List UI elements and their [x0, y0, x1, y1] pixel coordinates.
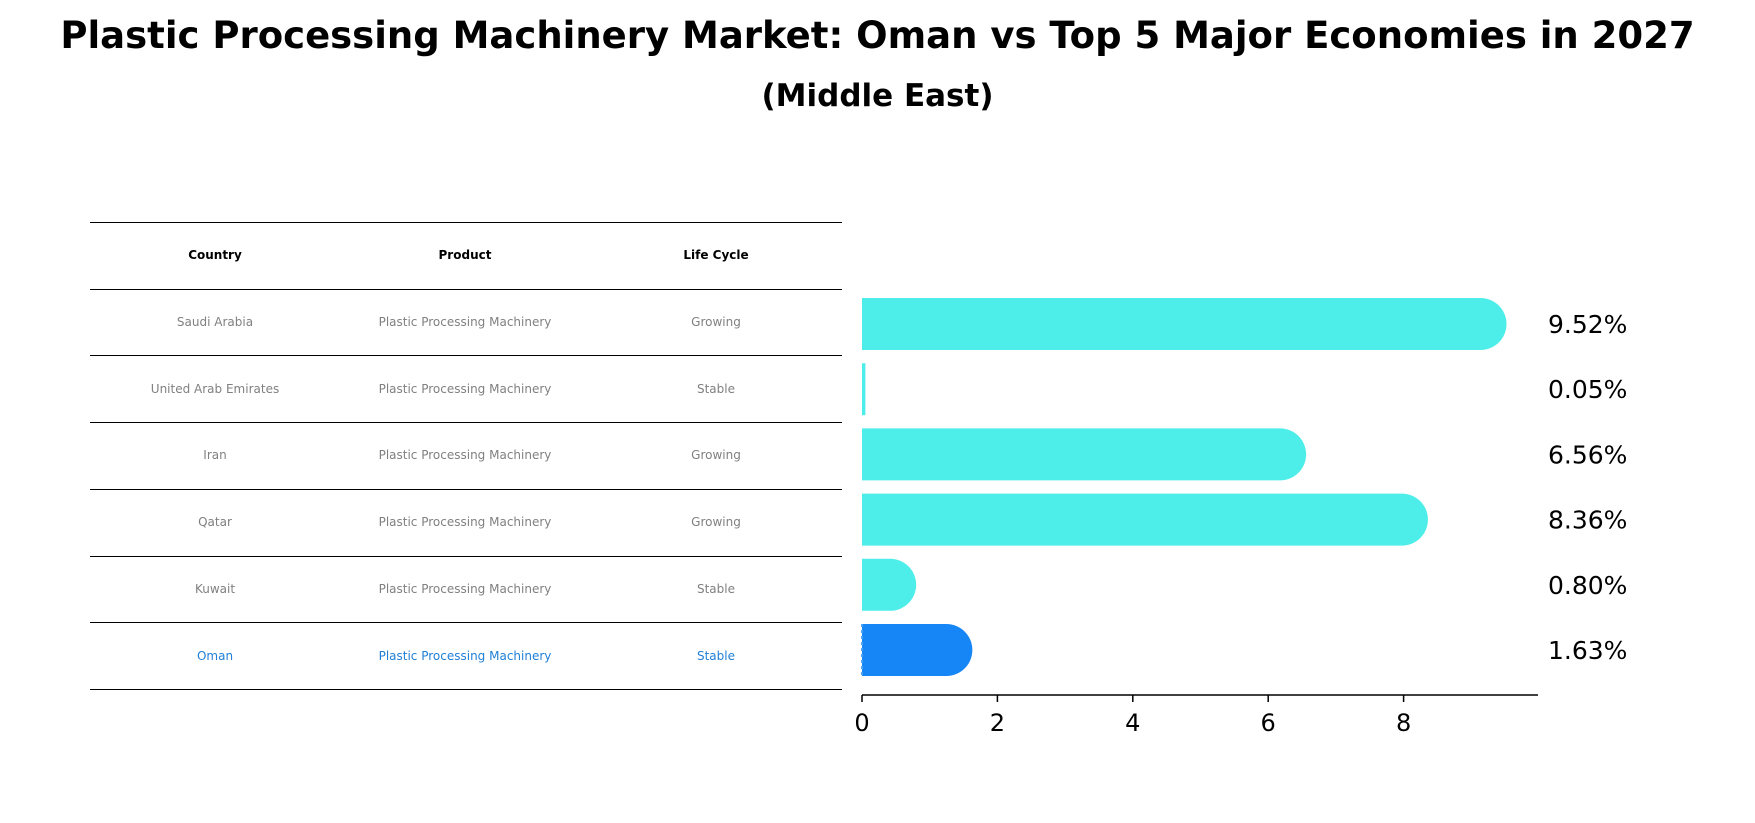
- table-cell-life-cycle: Stable: [696, 648, 735, 663]
- table-cell-life-cycle: Stable: [696, 581, 735, 596]
- x-tick-label: 2: [990, 709, 1005, 737]
- value-label: 8.36%: [1548, 506, 1627, 535]
- bar-kuwait: [862, 558, 917, 611]
- value-label: 9.52%: [1548, 310, 1627, 339]
- table-cell-country: Kuwait: [194, 581, 236, 596]
- table-cell-product: Plastic Processing Machinery: [378, 581, 552, 596]
- bar-iran: [862, 428, 1307, 481]
- bar-qatar: [861, 493, 1428, 546]
- bar-saudi-arabia: [862, 298, 1507, 350]
- table-cell-life-cycle: Stable: [696, 381, 735, 396]
- table-divider: [90, 222, 842, 223]
- table-divider: [90, 688, 842, 690]
- table-cell-life-cycle: Growing: [691, 448, 741, 463]
- value-label: 0.05%: [1548, 375, 1627, 404]
- x-tick-label: 8: [1396, 709, 1411, 737]
- table-cell-product: Plastic Processing Machinery: [378, 448, 552, 463]
- bar-oman: [862, 624, 973, 676]
- table-divider: [90, 555, 842, 557]
- chart-subtitle: (Middle East): [761, 78, 994, 114]
- table-cell-life-cycle: Growing: [691, 515, 741, 530]
- header-country: Country: [188, 248, 242, 263]
- x-tick-label: 4: [1125, 709, 1140, 737]
- table-divider: [90, 355, 842, 357]
- bar-united-arab-emirates: [862, 363, 866, 416]
- table-cell-country: Qatar: [198, 515, 232, 530]
- x-tick-label: 0: [854, 709, 869, 737]
- header-product: Product: [438, 248, 492, 263]
- x-tick-label: 6: [1261, 709, 1276, 737]
- chart-title: Plastic Processing Machinery Market: Oma…: [60, 14, 1695, 57]
- table-cell-country: Oman: [196, 648, 234, 663]
- table-divider: [90, 422, 842, 424]
- value-label: 6.56%: [1548, 440, 1627, 469]
- table-cell-country: Saudi Arabia: [176, 315, 254, 330]
- table-divider: [90, 288, 842, 290]
- table-cell-product: Plastic Processing Machinery: [378, 515, 552, 530]
- table-divider: [90, 622, 842, 624]
- header-life-cycle: Life Cycle: [683, 248, 749, 263]
- value-label: 1.63%: [1548, 636, 1627, 665]
- table-cell-life-cycle: Growing: [691, 315, 741, 330]
- value-label: 0.80%: [1548, 571, 1627, 600]
- table-cell-product: Plastic Processing Machinery: [378, 381, 552, 396]
- table-cell-country: Iran: [203, 448, 227, 463]
- table-cell-product: Plastic Processing Machinery: [378, 648, 552, 663]
- table-cell-country: United Arab Emirates: [150, 381, 280, 396]
- table-cell-product: Plastic Processing Machinery: [378, 315, 552, 330]
- table-divider: [90, 488, 842, 490]
